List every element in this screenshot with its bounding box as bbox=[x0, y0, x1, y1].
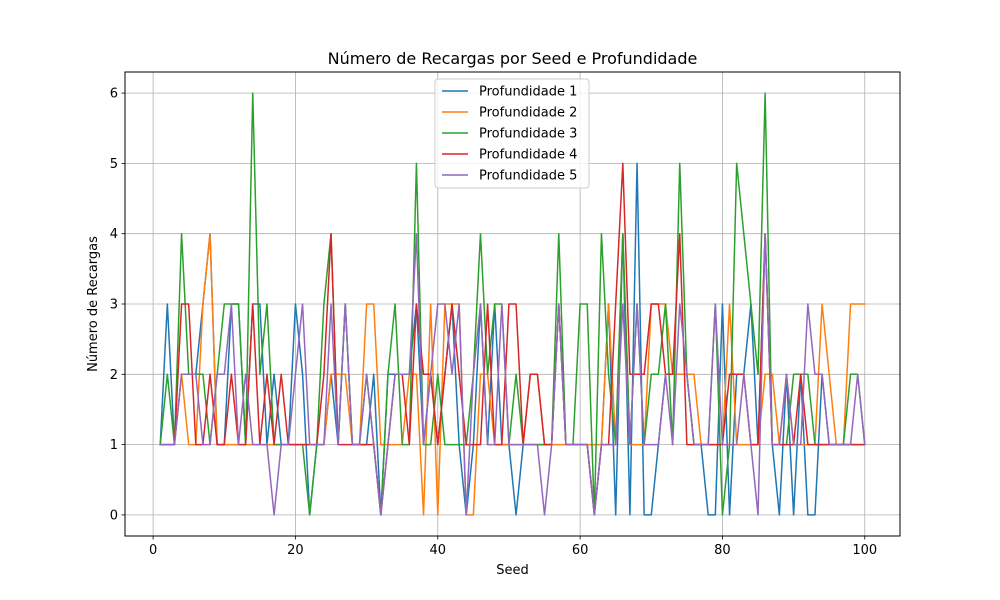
x-tick-label: 20 bbox=[287, 543, 304, 558]
y-tick-label: 4 bbox=[110, 227, 118, 242]
y-tick-label: 2 bbox=[110, 368, 118, 383]
legend-label: Profundidade 5 bbox=[479, 169, 577, 184]
x-tick-label: 100 bbox=[852, 543, 877, 558]
x-tick-label: 80 bbox=[714, 543, 731, 558]
legend: Profundidade 1 Profundidade 2 Profundidade… bbox=[434, 78, 590, 189]
x-axis-title: Seed bbox=[496, 563, 529, 578]
y-axis-title: Número de Recargas bbox=[86, 236, 101, 372]
y-tick-label: 5 bbox=[110, 157, 118, 172]
x-tick-label: 40 bbox=[430, 543, 447, 558]
x-tick-label: 60 bbox=[572, 543, 589, 558]
series-line-profundidade-5 bbox=[159, 232, 866, 516]
y-tick-label: 6 bbox=[110, 87, 118, 102]
x-axis: 0 20 40 60 80 100 bbox=[149, 536, 877, 558]
legend-label: Profundidade 1 bbox=[479, 85, 577, 100]
series-lines bbox=[159, 92, 866, 516]
legend-label: Profundidade 2 bbox=[479, 106, 577, 121]
legend-box bbox=[434, 78, 590, 189]
y-axis: 0 1 2 3 4 5 6 bbox=[110, 87, 125, 523]
legend-label: Profundidade 3 bbox=[479, 127, 577, 142]
chart-title: Número de Recargas por Seed e Profundida… bbox=[328, 49, 698, 68]
y-tick-label: 0 bbox=[110, 508, 118, 523]
legend-label: Profundidade 4 bbox=[479, 148, 577, 163]
y-tick-label: 3 bbox=[110, 298, 118, 313]
x-tick-label: 0 bbox=[149, 543, 157, 558]
series-line-profundidade-3 bbox=[159, 92, 866, 516]
y-tick-label: 1 bbox=[110, 438, 118, 453]
